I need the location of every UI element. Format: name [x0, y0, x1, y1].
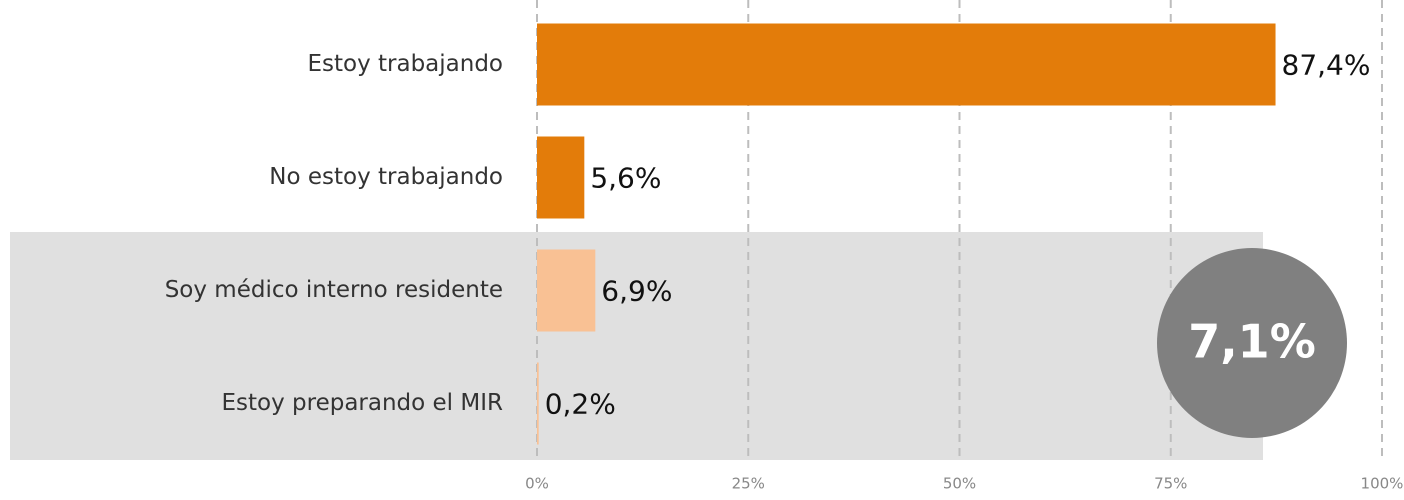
data-label: 6,9% [601, 275, 672, 308]
category-label: Soy médico interno residente [165, 277, 503, 303]
data-label: 0,2% [545, 388, 616, 421]
data-label: 5,6% [590, 162, 661, 195]
bar [537, 136, 585, 219]
x-tick-label: 50% [943, 475, 976, 493]
annotation-circle [1157, 248, 1347, 438]
highlight-box [10, 232, 1263, 460]
bar [537, 249, 596, 332]
category-label: Estoy preparando el MIR [222, 390, 504, 416]
category-label: No estoy trabajando [269, 164, 503, 190]
x-tick-label: 100% [1361, 475, 1404, 493]
bar [537, 362, 539, 445]
category-label: Estoy trabajando [307, 51, 503, 77]
data-label: 87,4% [1282, 49, 1371, 82]
annotation: 7,1% [1188, 315, 1316, 369]
x-tick-label: 75% [1154, 475, 1187, 493]
bar [537, 23, 1276, 106]
x-tick-label: 0% [525, 475, 549, 493]
x-tick-label: 25% [732, 475, 765, 493]
